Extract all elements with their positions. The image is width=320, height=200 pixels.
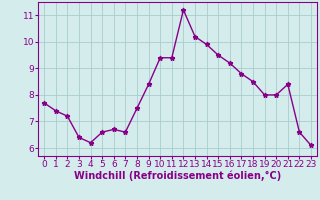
X-axis label: Windchill (Refroidissement éolien,°C): Windchill (Refroidissement éolien,°C) <box>74 171 281 181</box>
